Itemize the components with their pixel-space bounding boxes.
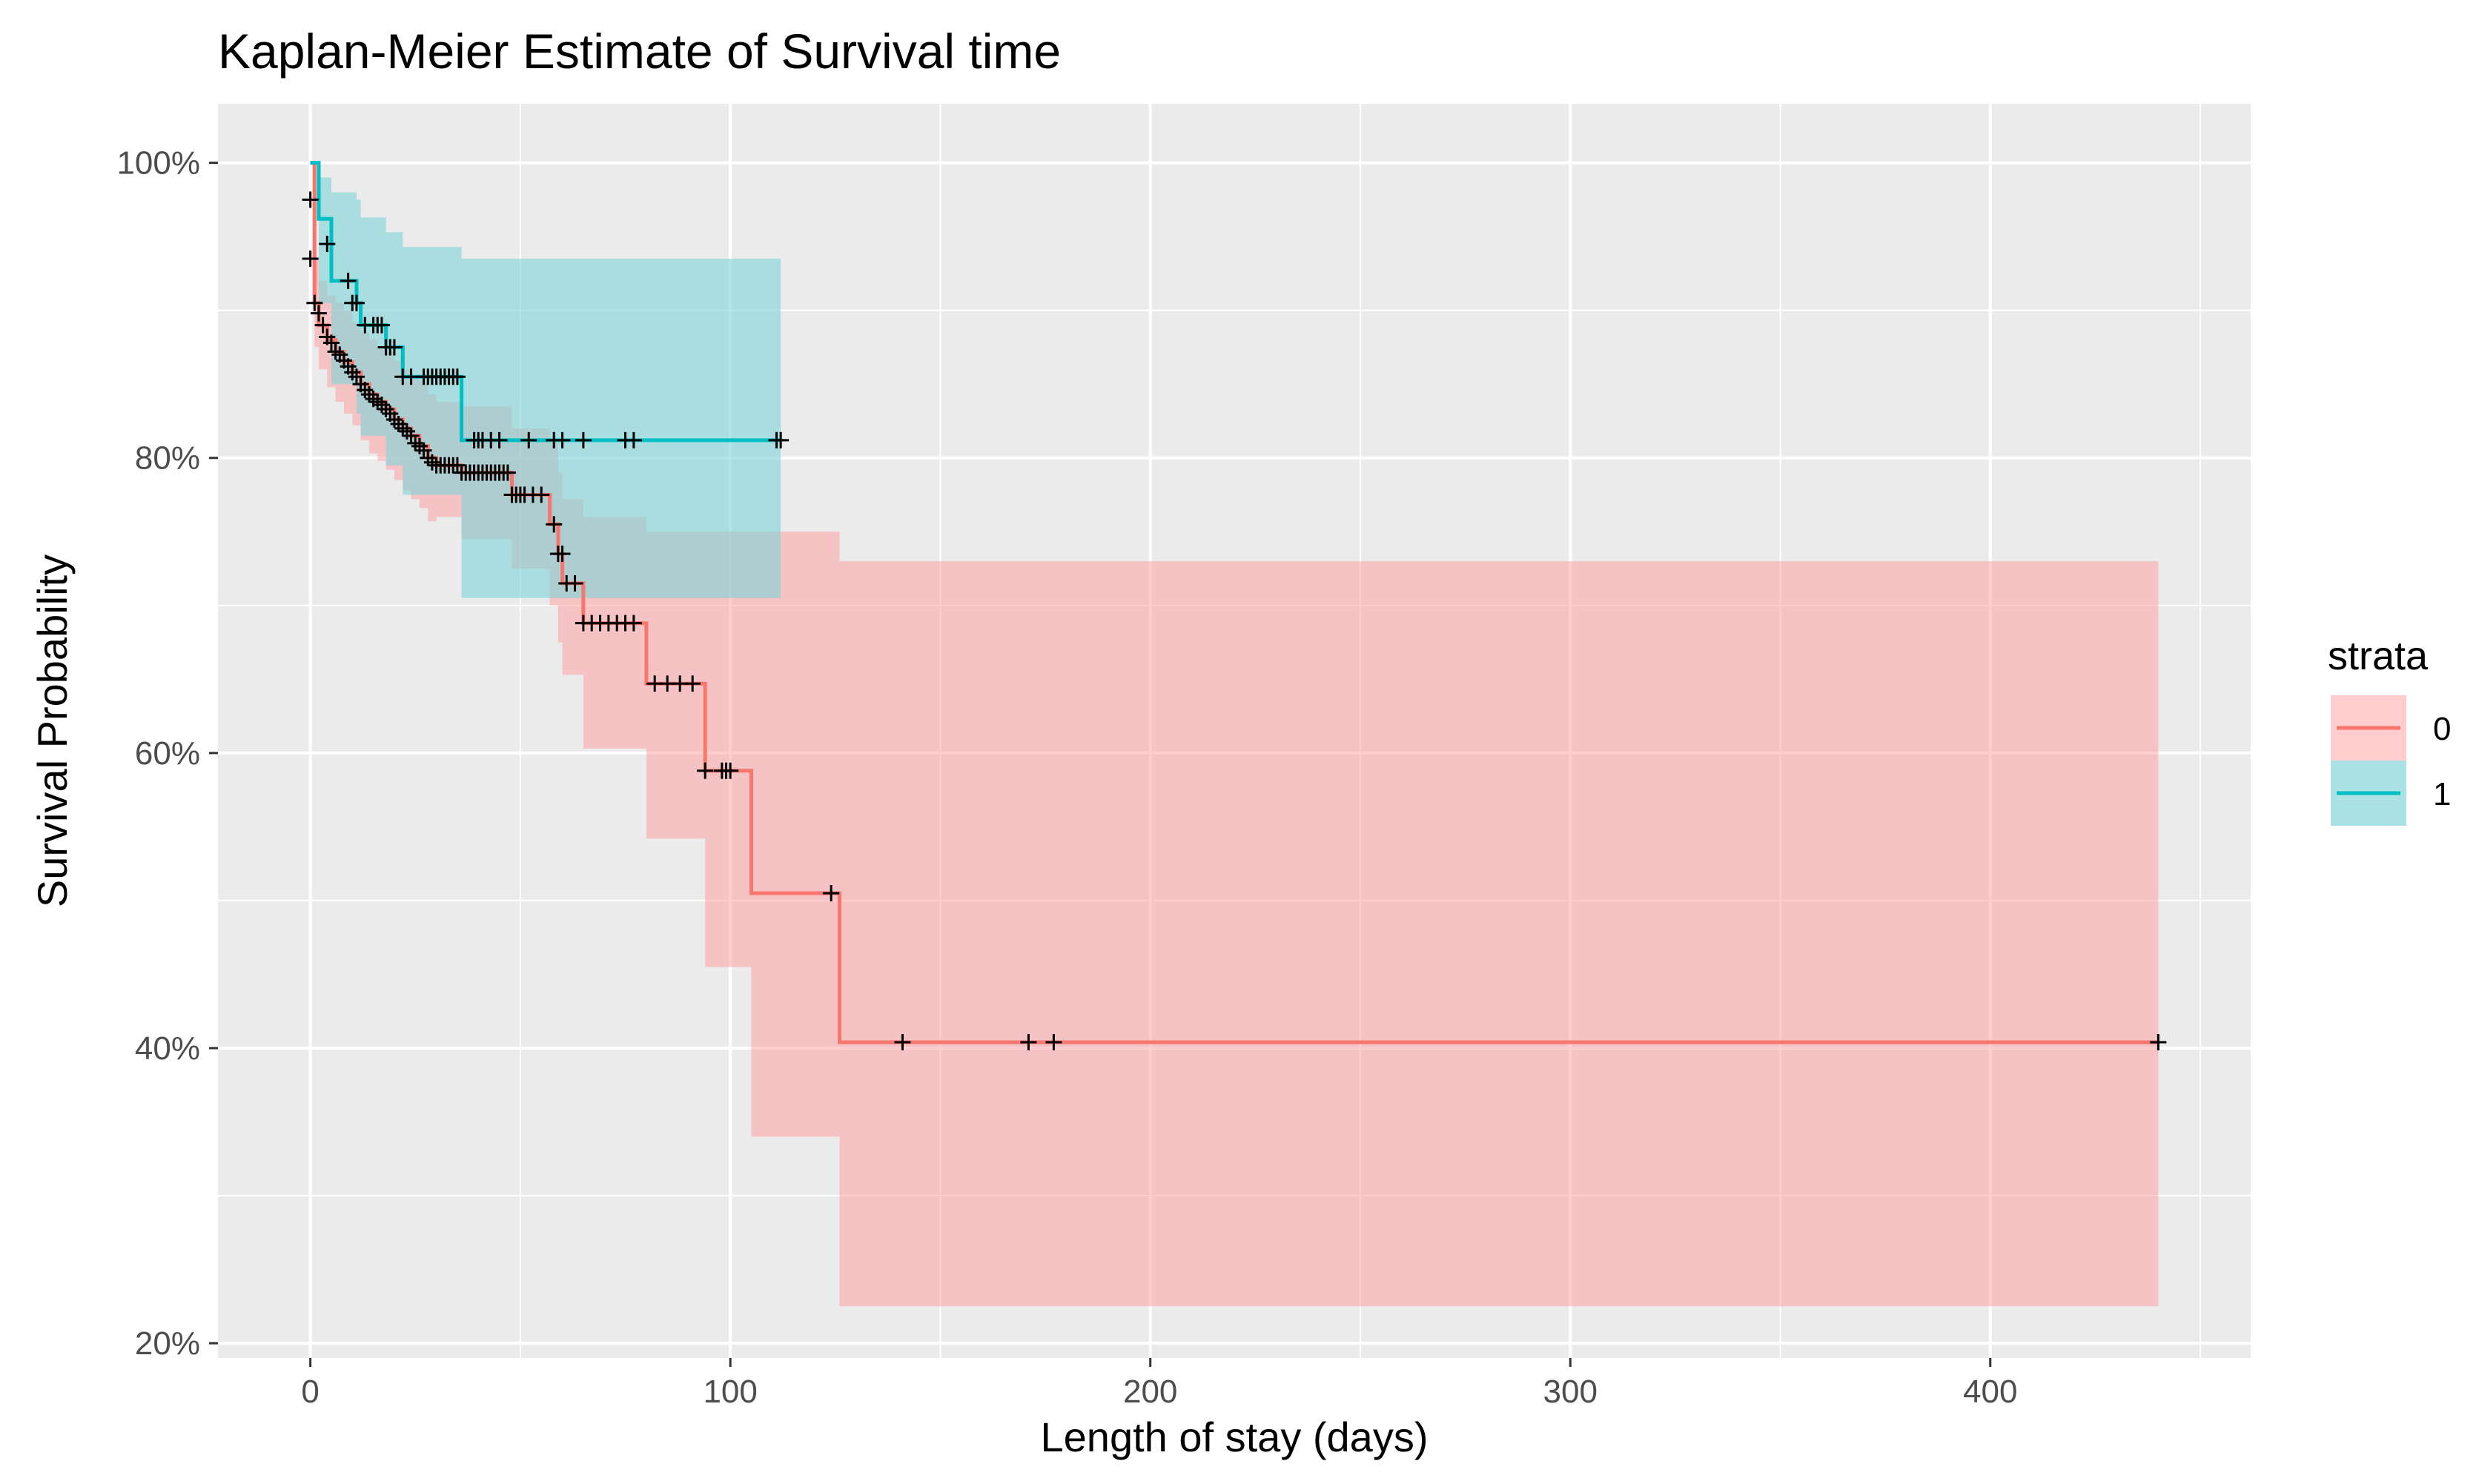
censor-mark-0 [2150,1034,2167,1051]
censor-mark-0 [306,294,323,311]
censor-mark-0 [625,615,642,632]
censor-mark-0 [449,457,466,474]
censor-mark-0 [894,1034,911,1051]
legend-label-0: 0 [2433,711,2451,747]
confidence-bands [310,162,2159,1307]
y-tick-label: 80% [135,440,200,477]
x-tick-label: 100 [703,1374,757,1410]
legend-title: strata [2328,634,2429,678]
x-tick-label: 0 [301,1374,319,1410]
censor-mark-0 [365,391,382,408]
censor-mark-0 [684,675,701,692]
censor-mark-1 [373,317,390,334]
censor-mark-0 [697,762,714,779]
confidence-band-1 [310,162,781,598]
y-tick-label: 60% [135,735,200,772]
censor-mark-1 [449,368,466,385]
censor-mark-0 [566,574,583,592]
censor-mark-0 [369,394,386,411]
censor-mark-0 [302,251,319,268]
censor-mark-1 [348,294,365,311]
censor-mark-1 [625,431,642,448]
censor-mark-0 [348,368,365,385]
censor-mark-0 [1045,1034,1062,1051]
censor-mark-0 [327,343,344,360]
y-tick-label: 40% [135,1030,200,1067]
censor-mark-0 [499,464,516,481]
censor-mark-0 [722,762,739,779]
x-tick-label: 200 [1123,1374,1177,1410]
censor-mark-1 [772,431,790,448]
censor-marks [302,191,2167,1051]
censor-mark-0 [314,317,331,334]
confidence-band-0 [310,162,2159,1307]
axes: 0 100 200 300 400 20% 40% 60% 80% 100% [116,145,2017,1410]
x-axis-title: Length of stay (days) [1041,1414,1429,1460]
censor-mark-0 [533,486,550,503]
censor-mark-1 [575,431,592,448]
legend-label-1: 1 [2433,776,2451,812]
legend-key-0: 0 [2331,695,2451,761]
censor-mark-1 [554,431,571,448]
censor-mark-0 [394,420,411,437]
censor-mark-0 [302,191,319,208]
censor-mark-0 [823,884,840,901]
censor-mark-0 [403,427,420,444]
censor-mark-1 [340,272,357,289]
censor-mark-1 [319,236,336,253]
y-tick-label: 20% [135,1325,200,1362]
y-tick-label: 100% [116,145,200,182]
censor-mark-0 [554,546,571,563]
censor-mark-0 [546,516,563,533]
legend-key-1: 1 [2331,761,2451,826]
censor-mark-0 [310,305,327,322]
y-axis-title: Survival Probability [29,554,76,907]
censor-mark-0 [423,454,440,471]
censor-mark-0 [1020,1034,1037,1051]
censor-mark-0 [407,434,424,451]
censor-mark-1 [491,431,508,448]
legend: strata 0 1 [2328,634,2451,826]
chart-title: Kaplan-Meier Estimate of Survival time [218,24,1061,79]
censor-mark-1 [385,339,403,356]
censor-mark-0 [415,442,432,459]
censor-mark-1 [520,431,537,448]
x-tick-label: 300 [1543,1374,1598,1410]
x-tick-label: 400 [1963,1374,2017,1410]
censor-mark-0 [322,334,340,351]
